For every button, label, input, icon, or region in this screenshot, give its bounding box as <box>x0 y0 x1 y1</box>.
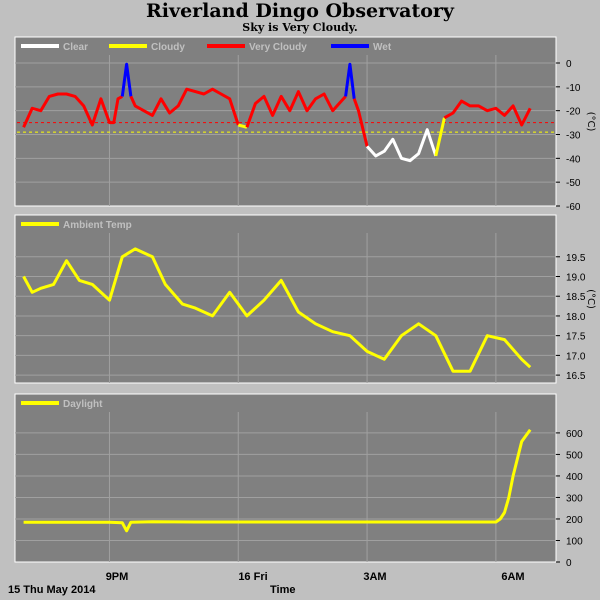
chart-panel-2: 19.5 19.0 18.5 18.0 17.5 17.0 16.5 (°C) Ambient … <box>14 214 596 384</box>
series-segment-very-cloudy <box>22 92 124 128</box>
chart-panel-3: 600 500 400 300 200 100 0 Daylight <box>14 393 583 569</box>
y-tick-label: 19.0 <box>566 273 586 284</box>
date-label: 15 Thu May 2014 <box>8 584 96 596</box>
y-tick-label: 18.5 <box>566 292 586 303</box>
legend-bar <box>16 38 555 54</box>
y-tick-label: 600 <box>566 429 583 440</box>
x-tick-label: 3AM <box>363 571 386 583</box>
y-tick-label: 17.5 <box>566 332 586 343</box>
legend-label: Daylight <box>63 399 103 410</box>
y-tick-label: -50 <box>566 178 581 189</box>
series-segment-very-cloudy <box>443 99 532 127</box>
y-tick-label: -40 <box>566 154 581 165</box>
legend-label: Cloudy <box>151 42 185 53</box>
x-tick-label: 9PM <box>106 571 129 583</box>
y-tick-label: -60 <box>566 202 581 213</box>
y-tick-label: 16.5 <box>566 371 586 382</box>
y-tick-label: 100 <box>566 536 583 547</box>
series-segment-very-cloudy <box>245 90 347 128</box>
series-segment-clear <box>365 128 438 163</box>
x-tick-label: 6AM <box>501 571 524 583</box>
series-segment-very-cloudy <box>352 98 369 147</box>
y-tick-label: 200 <box>566 515 583 526</box>
y-tick-label: -20 <box>566 107 581 118</box>
series-line-ambient-temp <box>22 247 532 373</box>
plot-area <box>14 214 557 384</box>
legend-label: Very Cloudy <box>249 42 307 53</box>
plot-area <box>14 393 557 563</box>
page-subtitle: Sky is Very Cloudy. <box>242 21 358 34</box>
series-segment-wet <box>344 62 356 99</box>
y-tick-label: -10 <box>566 83 581 94</box>
y-tick-label: 18.0 <box>566 312 586 323</box>
series-segment-cloudy <box>434 117 446 157</box>
y-tick-label: 0 <box>566 59 572 70</box>
series-line-daylight <box>23 428 532 533</box>
y-tick-label: 17.0 <box>566 351 586 362</box>
y-tick-label: 19.5 <box>566 253 586 264</box>
plot-area <box>14 36 557 207</box>
legend-bar <box>16 395 555 411</box>
y-axis-label: (°C) <box>585 289 596 309</box>
x-tick-label: 16 Fri <box>238 571 267 583</box>
y-tick-label: 300 <box>566 493 583 504</box>
page-title: Riverland Dingo Observatory <box>146 0 454 22</box>
y-tick-label: 400 <box>566 472 583 483</box>
y-axis-label: (°C) <box>585 112 596 132</box>
x-axis-label: Time <box>270 584 296 596</box>
chart-panel-1: 0 -10 -20 -30 -40 -50 -60 (°C) Clear Cloudy Very C… <box>14 36 596 213</box>
y-tick-label: 500 <box>566 450 583 461</box>
legend-label: Ambient Temp <box>63 220 132 231</box>
series-segment-very-cloudy <box>129 87 240 126</box>
legend-bar <box>16 216 555 232</box>
legend-label: Wet <box>373 42 392 53</box>
y-tick-label: -30 <box>566 131 581 142</box>
y-tick-label: 0 <box>566 558 572 569</box>
legend-label: Clear <box>63 42 88 53</box>
series-segment-wet <box>120 62 133 97</box>
series-segment-cloudy <box>237 123 248 129</box>
